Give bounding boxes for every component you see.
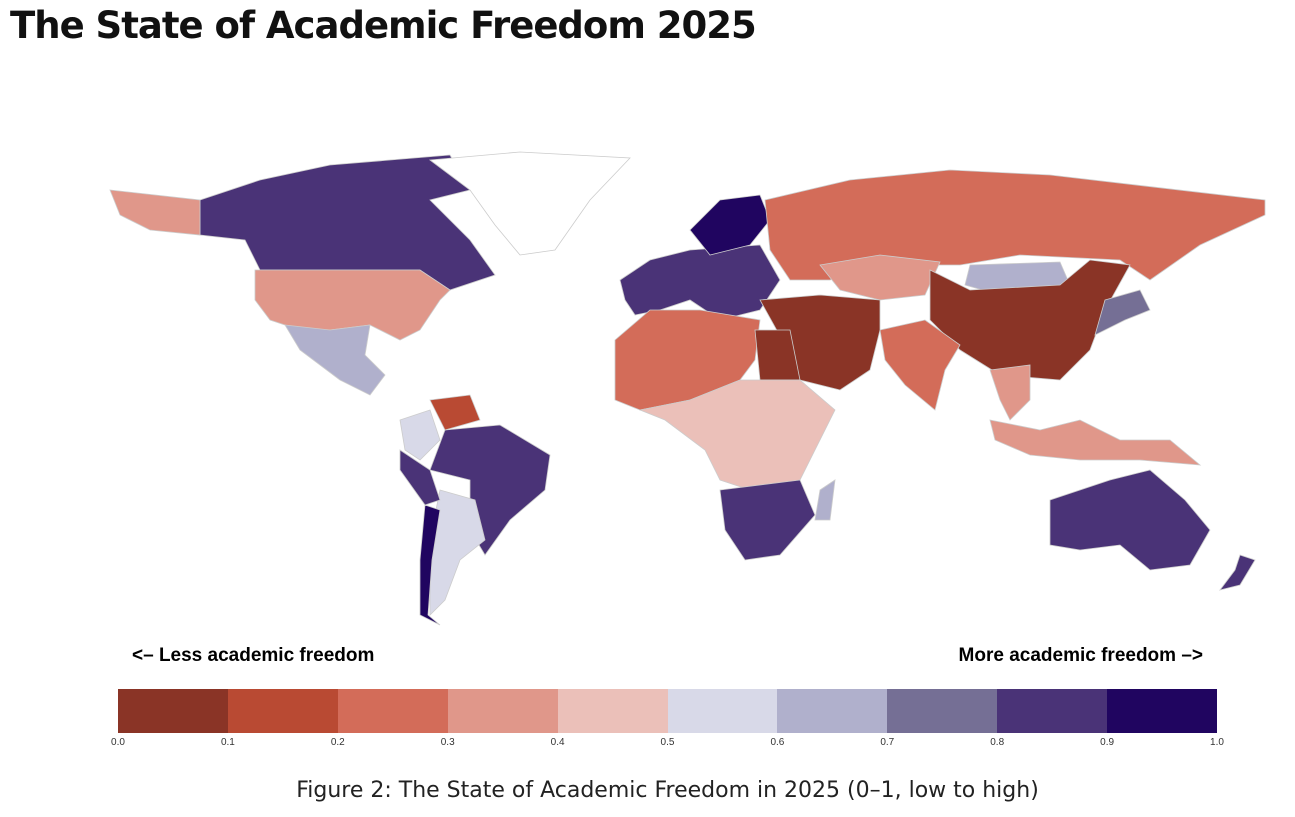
legend-tick: 0.8: [990, 737, 1005, 748]
legend-tick: 0.1: [220, 737, 235, 748]
country-region: New Zealand: [1219, 554, 1256, 591]
legend-bin: [997, 689, 1108, 733]
legend-bin: [557, 689, 668, 733]
country-region: Southeast Asia: [989, 364, 1031, 421]
legend-bin: [887, 689, 998, 733]
legend-tick: 1.0: [1210, 737, 1224, 748]
country-region: Peru: [399, 449, 441, 506]
legend-tick: 0.5: [660, 737, 675, 748]
page-title: The State of Academic Freedom 2025: [10, 4, 757, 47]
country-region: Madagascar: [814, 479, 836, 521]
legend-tick: 0.4: [550, 737, 565, 748]
country-region: Venezuela: [429, 394, 481, 431]
country-region: Europe: [619, 244, 781, 321]
color-legend: [118, 689, 1218, 733]
legend-bin: [118, 689, 228, 733]
country-region: Southeast Asia: [989, 419, 1202, 466]
legend-tick: 0.0: [111, 737, 125, 748]
legend-bin: [1107, 689, 1218, 733]
legend-tick: 0.9: [1100, 737, 1115, 748]
country-region: Southern Africa: [719, 479, 816, 561]
figure-caption: Figure 2: The State of Academic Freedom …: [296, 778, 1039, 803]
country-region: Alaska/USA: [109, 189, 201, 236]
country-region: Colombia: [399, 409, 441, 461]
country-region: Central Africa: [638, 379, 836, 491]
country-region: Russia: [764, 169, 1266, 281]
legend-tick: 0.7: [880, 737, 895, 748]
legend-tick: 0.3: [440, 737, 455, 748]
legend-bin: [777, 689, 888, 733]
country-region: India: [879, 319, 961, 411]
country-region: Mexico: [284, 324, 386, 396]
country-region: Kazakhstan: [819, 254, 941, 301]
country-region: North Africa: [614, 309, 761, 411]
country-region: Alaska/USA: [254, 269, 451, 341]
country-region: Japan: [1094, 289, 1151, 336]
legend-bin: [667, 689, 778, 733]
legend-bin: [447, 689, 558, 733]
more-freedom-label: More academic freedom –>: [958, 645, 1203, 666]
legend-tick: 0.6: [770, 737, 785, 748]
world-map: CanadaAlaska/USA Alaska/USA Greenland Mexic…: [109, 151, 1266, 626]
country-region: Brazil: [429, 424, 551, 556]
legend-bin: [227, 689, 338, 733]
legend-tick: 0.2: [330, 737, 345, 748]
legend-bin: [337, 689, 448, 733]
country-region: Argentina: [429, 489, 486, 616]
country-region: Canada: [199, 154, 496, 291]
country-region: Chile: [419, 504, 441, 626]
less-freedom-label: <– Less academic freedom: [132, 645, 375, 666]
country-region: Greenland: [428, 151, 631, 256]
country-region: Australia: [1049, 469, 1211, 571]
legend-ticks: 0.0 0.1 0.2 0.3 0.4 0.5 0.6 0.7 0.8 0.9 1.0: [111, 737, 1224, 751]
